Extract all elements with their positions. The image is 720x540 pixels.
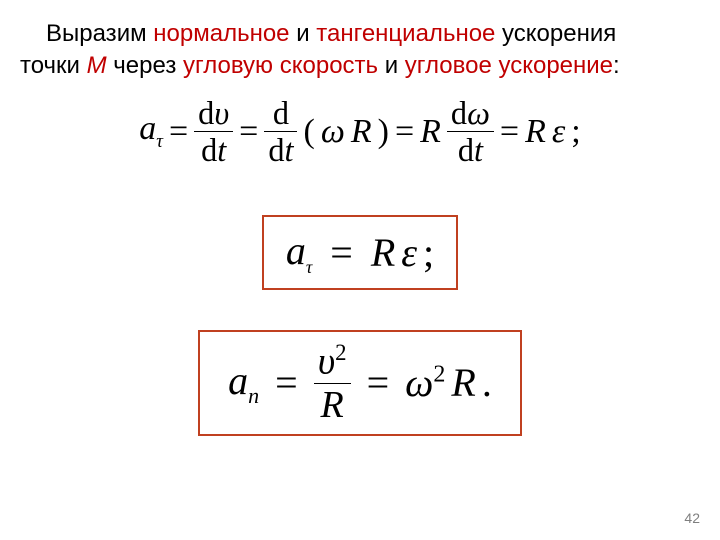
- eq3-fn-u: υ: [318, 341, 335, 383]
- t2: нормальное: [153, 20, 289, 47]
- eq1-f2n-d: d: [273, 95, 289, 131]
- eq1-frac2: d dt: [264, 95, 297, 169]
- eq1-frac1: dυ dt: [194, 95, 233, 169]
- eq1-pr: ): [378, 113, 389, 151]
- eq2-R: R: [371, 229, 395, 276]
- t9: и: [378, 52, 405, 79]
- eq1-R3: R: [525, 113, 546, 151]
- eq1-eq2: =: [239, 113, 258, 151]
- eq2-semi: ;: [423, 229, 434, 276]
- t5: ускорения: [495, 20, 616, 47]
- eq1-om: ω: [321, 113, 345, 151]
- equation-1: aτ = dυ dt = d dt (ωR) = R dω dt = Rε;: [0, 95, 720, 169]
- eq3-om: ω: [405, 360, 433, 405]
- eq1-f3d-d: d: [458, 132, 474, 168]
- eq1-f3n-d: d: [451, 95, 467, 131]
- eq3-a: a: [228, 358, 248, 403]
- t10: угловое ускорение: [405, 52, 613, 79]
- page-number: 42: [684, 510, 700, 526]
- eq3-eq2: =: [367, 359, 390, 406]
- t7: через: [107, 52, 183, 79]
- eq3-fn-2: 2: [335, 340, 346, 365]
- eq1-pl: (: [303, 113, 314, 151]
- eq3-dot: .: [482, 359, 492, 406]
- eq3-R: R: [451, 359, 475, 406]
- eq1-eps: ε: [552, 113, 565, 151]
- eq1-f1d-t: t: [217, 132, 226, 168]
- eq1-asub: τ: [156, 131, 163, 152]
- t8: угловую скорость: [183, 52, 378, 79]
- equation-2-framed: aτ = Rε;: [0, 215, 720, 290]
- eq1-R1: R: [351, 113, 372, 151]
- eq2-eq: =: [330, 229, 353, 276]
- eq1-f3d-t: t: [474, 132, 483, 168]
- t5b: точки: [20, 52, 87, 79]
- t4: тангенциальное: [316, 20, 495, 47]
- eq1-eq1: =: [169, 113, 188, 151]
- intro-text: Выразим нормальное и тангенциальное уско…: [20, 18, 710, 83]
- eq1-f2d-d: d: [268, 132, 284, 168]
- eq2-a: a: [286, 228, 306, 273]
- t3: и: [290, 20, 317, 47]
- eq1-eq4: =: [500, 113, 519, 151]
- t1: Выразим: [46, 20, 153, 47]
- eq2-eps: ε: [401, 229, 417, 276]
- eq2-sub: τ: [306, 257, 312, 277]
- eq1-f2d-t: t: [285, 132, 294, 168]
- eq1-frac3: dω dt: [447, 95, 494, 169]
- eq3-eq1: =: [275, 359, 298, 406]
- eq1-eq3: =: [395, 113, 414, 151]
- eq1-f1n-u: υ: [214, 95, 229, 131]
- eq1-f3n-o: ω: [467, 95, 490, 131]
- eq3-sub: n: [248, 383, 259, 408]
- equation-3-framed: an = υ2 R = ω2R.: [0, 330, 720, 436]
- t11: :: [613, 52, 620, 79]
- eq3-fd-R: R: [321, 384, 344, 426]
- eq1-R2: R: [420, 113, 441, 151]
- eq1-f1n-d: d: [198, 95, 214, 131]
- eq1-semi: ;: [571, 113, 580, 151]
- eq1-f1d-d: d: [201, 132, 217, 168]
- eq3-frac: υ2 R: [314, 340, 351, 426]
- eq3-om2: 2: [433, 362, 445, 388]
- t6: М: [87, 52, 107, 79]
- eq1-a: a: [139, 110, 156, 147]
